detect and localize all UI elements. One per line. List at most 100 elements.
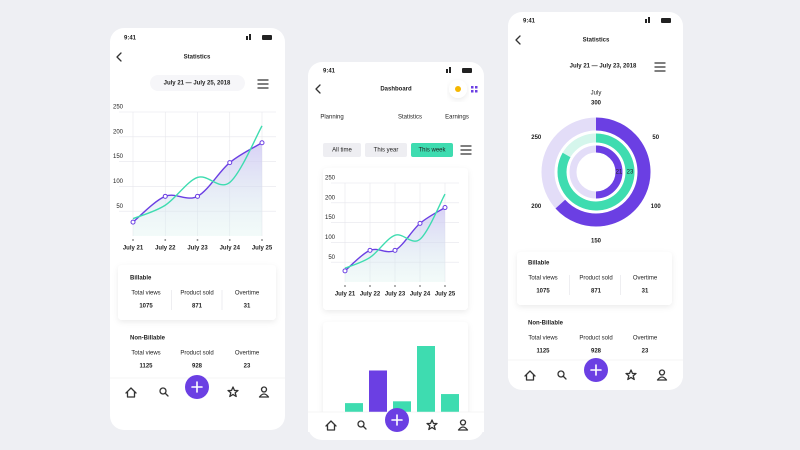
stat-value: 871: [591, 289, 602, 295]
home-icon[interactable]: [524, 370, 536, 381]
stat-label: Total views: [131, 291, 160, 297]
x-tick-label: July 21: [335, 292, 356, 298]
star-icon[interactable]: [625, 369, 637, 381]
x-dot: [228, 239, 231, 241]
filter-icon[interactable]: [654, 62, 666, 72]
x-tick-label: July 23: [187, 246, 208, 252]
ring-arc: [555, 117, 651, 227]
y-tick-label: 200: [113, 129, 124, 135]
screen-title: Statistics: [583, 38, 610, 44]
x-dot: [164, 239, 167, 241]
stat-label: Total views: [131, 351, 160, 357]
plus-icon: [191, 381, 203, 393]
status-icons: [446, 67, 472, 73]
x-dot: [394, 285, 396, 287]
point: [342, 268, 348, 274]
y-tick-label: 200: [325, 195, 336, 201]
date-pill[interactable]: [150, 75, 245, 91]
filter-label: All time: [332, 148, 352, 154]
stat-label: Product sold: [180, 351, 213, 357]
stat-label: Overtime: [633, 276, 658, 282]
x-tick-label: July 21: [123, 246, 144, 252]
star-icon[interactable]: [227, 386, 239, 398]
ring-arc: [557, 133, 635, 211]
stat-value: 1125: [536, 349, 550, 355]
x-tick-label: July 24: [220, 246, 241, 252]
tick-label: 150: [591, 239, 602, 245]
back-button[interactable]: [116, 52, 122, 62]
stat-value: 871: [192, 304, 203, 310]
status-icons: [645, 17, 671, 23]
month: July: [591, 91, 602, 97]
area: [133, 142, 262, 236]
x-dot: [369, 285, 371, 287]
tick-label: 200: [531, 204, 542, 210]
grid-icon[interactable]: [471, 86, 478, 93]
y-tick-label: 100: [325, 235, 336, 241]
card: [517, 252, 672, 305]
x-tick-label: July 22: [360, 292, 381, 298]
tick-label: 50: [652, 135, 659, 141]
y-tick-label: 250: [113, 105, 124, 111]
y-tick-label: 150: [325, 215, 336, 221]
stat-label: Product sold: [180, 291, 213, 297]
date-range: July 21 — July 23, 2018: [570, 64, 637, 70]
stat-value: 1125: [139, 364, 153, 370]
search-icon[interactable]: [557, 370, 567, 380]
y-tick-label: 50: [328, 255, 335, 261]
x-dot: [196, 239, 199, 241]
stat-label: Product sold: [579, 336, 612, 342]
search-icon[interactable]: [357, 420, 367, 430]
bar: [369, 370, 387, 414]
point: [130, 219, 136, 225]
point: [162, 193, 168, 199]
status-time: 9:41: [124, 36, 137, 42]
stat-value: 23: [244, 364, 251, 370]
y-tick-label: 150: [113, 154, 124, 160]
star-icon[interactable]: [426, 419, 438, 431]
stat-label: Overtime: [235, 291, 260, 297]
point: [367, 247, 373, 253]
status-icons: [246, 34, 272, 40]
card-heading: Non-Billable: [130, 336, 166, 342]
filter-button[interactable]: [365, 143, 407, 157]
bar: [345, 403, 363, 414]
filter-label: This week: [418, 148, 446, 154]
tab: Statistics: [398, 115, 422, 121]
back-button[interactable]: [315, 84, 321, 94]
home-icon[interactable]: [325, 420, 337, 431]
filter-icon[interactable]: [460, 145, 472, 155]
point: [195, 193, 200, 199]
filter-icon[interactable]: [257, 79, 269, 89]
profile-icon[interactable]: [457, 419, 469, 431]
stat-value: 31: [642, 289, 649, 295]
profile-icon[interactable]: [656, 369, 668, 381]
stat-label: Total views: [528, 276, 557, 282]
stat-label: Total views: [528, 336, 557, 342]
plus-icon: [590, 364, 602, 376]
home-icon[interactable]: [125, 387, 137, 398]
filter-button[interactable]: [323, 143, 361, 157]
profile-icon[interactable]: [258, 386, 270, 398]
bar: [441, 394, 459, 414]
x-dot: [261, 239, 263, 241]
card-heading: Billable: [528, 261, 550, 267]
ring-arc: [595, 145, 623, 199]
y-tick-label: 50: [116, 204, 123, 210]
stat-value: 928: [591, 349, 602, 355]
y-tick-label: 100: [113, 179, 124, 185]
tick-label: 100: [651, 204, 662, 210]
content: 9:41 Statistics July 21 — July 25, 2018 Jul…: [113, 19, 661, 414]
filter-button[interactable]: [411, 143, 453, 157]
tab: Planning: [320, 115, 343, 121]
card: [118, 265, 276, 320]
search-icon[interactable]: [159, 387, 169, 397]
point: [259, 140, 265, 146]
x-tick-label: July 24: [410, 292, 431, 298]
back-button[interactable]: [515, 35, 521, 45]
card-heading: Billable: [130, 276, 152, 282]
x-dot: [444, 285, 446, 287]
tab: Earnings: [445, 115, 469, 121]
